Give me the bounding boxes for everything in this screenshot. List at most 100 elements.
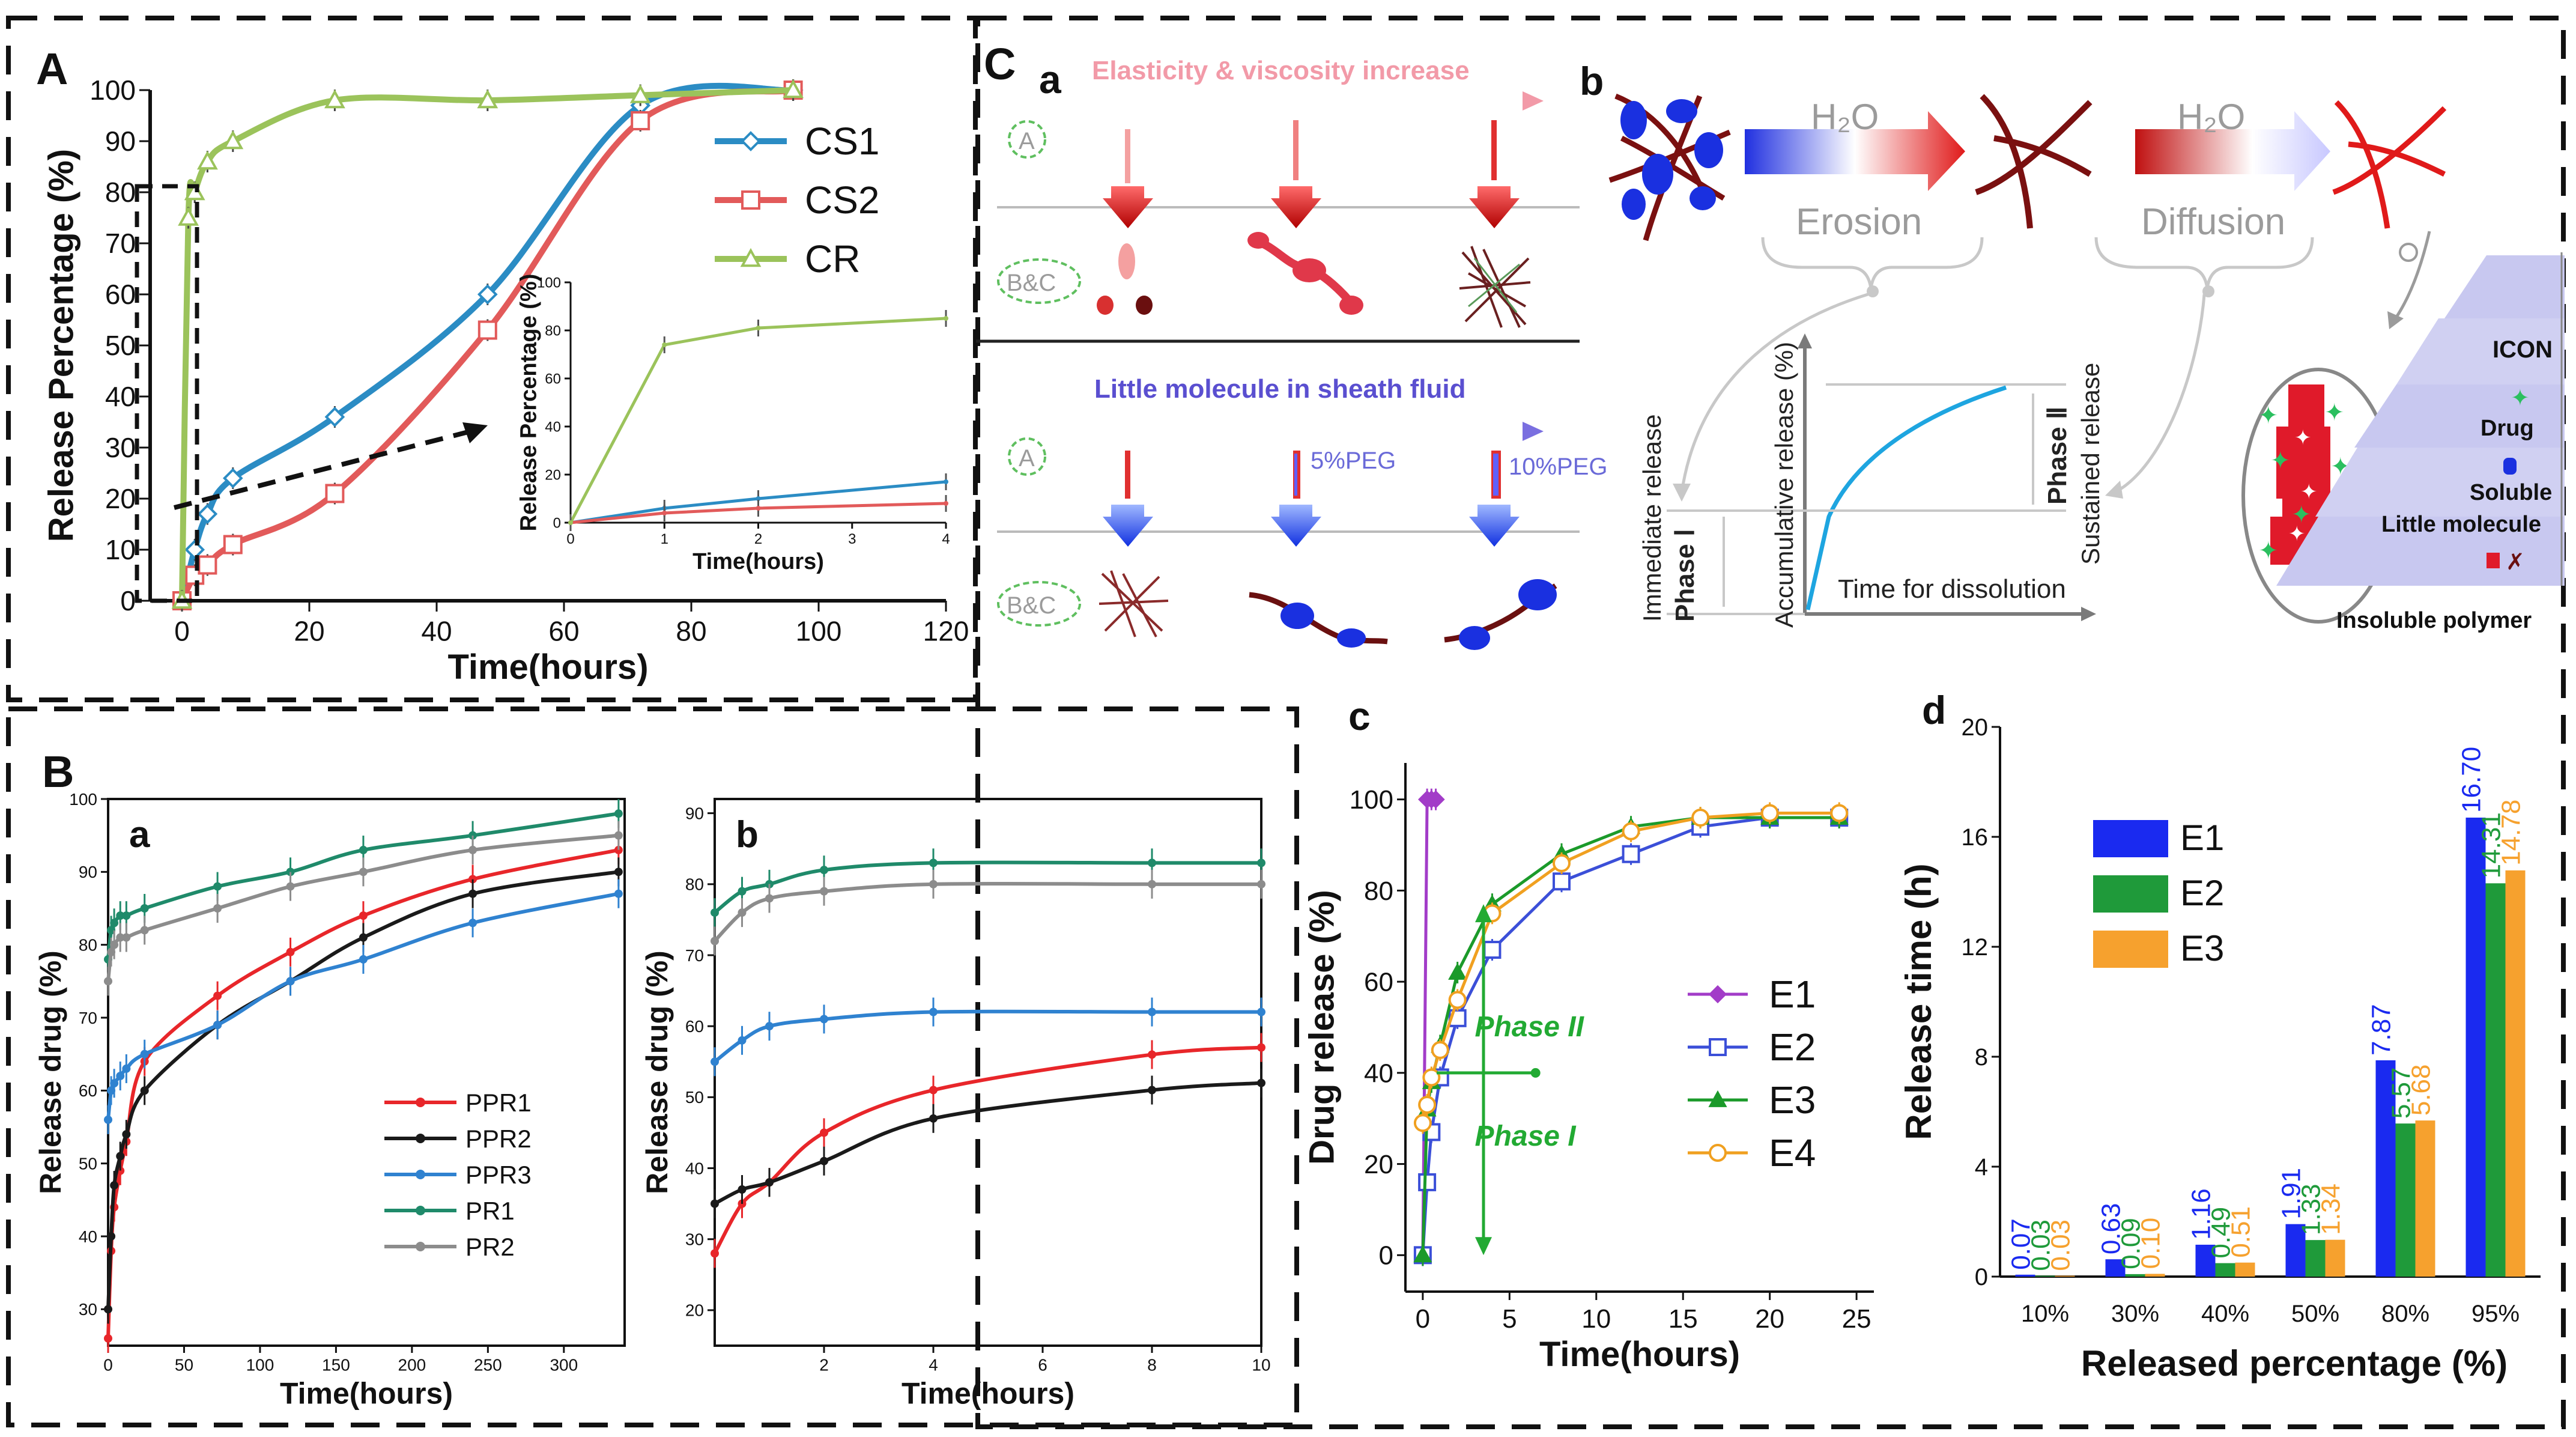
y-tick-label: 40 [79, 1227, 97, 1246]
chart-B-b: 2 4 6 8 10 20 30 40 50 60 70 80 90 Time(hours) Release… [640, 798, 1271, 1410]
data-point-PPR2 [765, 1178, 774, 1187]
bottom-row-products [1099, 570, 1557, 650]
x-axis-label: Time(hours) [902, 1376, 1074, 1410]
x-tick-label: 1 [661, 531, 668, 547]
legend-marker-PR2 [416, 1242, 425, 1251]
data-point-CR [197, 150, 218, 170]
sub-label-Cd: d [1922, 688, 1946, 732]
data-point-PPR1 [104, 1334, 112, 1343]
y-tick-label: 16 [1962, 824, 1989, 851]
data-point-PR1 [286, 867, 295, 876]
data-point-PPR1 [711, 1249, 719, 1258]
bar-E1 [2465, 817, 2486, 1277]
panel-label-B: B [42, 747, 74, 797]
data-point-PPR3 [122, 1064, 131, 1073]
bar-value-label: 5.68 [2406, 1064, 2435, 1116]
data-point-PPR1 [1257, 1043, 1265, 1052]
sub-label-Cb: b [1580, 59, 1604, 103]
legend-drug: Drug [2481, 416, 2534, 441]
bar-value-label: 7.87 [2366, 1004, 2396, 1056]
peg10-label: 10%PEG [1509, 454, 1608, 480]
data-point-E4 [1760, 804, 1779, 822]
bar-value-label: 14.31 [2476, 812, 2506, 878]
sub-label: b [736, 814, 759, 855]
diagram-Ca: Elasticity & viscosity increase Little m… [976, 56, 1608, 650]
data-point-PPR1 [359, 911, 368, 920]
chart-C-d: 0481216200.070.030.0310%0.630.090.1030%1… [1899, 714, 2541, 1384]
inset-point-CS1 [756, 496, 761, 501]
data-point-PR1 [1148, 858, 1156, 867]
y-axis-label: Release time (h) [1899, 863, 1939, 1140]
x-tick-label: 10 [1581, 1304, 1611, 1334]
y-tick-label: 0 [1379, 1241, 1393, 1271]
legend-swatch-E3 [2093, 931, 2168, 968]
phase2-label: Phase Ⅱ [2043, 406, 2072, 505]
data-point-CR [178, 207, 199, 226]
inset-point-CR [662, 342, 667, 347]
bar-value-label: 1.34 [2316, 1183, 2345, 1235]
zoom-indicator [135, 184, 199, 603]
bottom-row-arrows [1103, 451, 1520, 547]
x-tick-label: 4 [942, 531, 950, 547]
y-tick-label: 30 [105, 432, 136, 463]
inset-series-CR [569, 317, 947, 524]
svg-text:✦: ✦ [2270, 448, 2291, 474]
data-point-PPR3 [286, 977, 295, 986]
y-tick-label: 50 [105, 330, 136, 361]
legend-insoluble-icon [2487, 553, 2500, 568]
data-point-E4 [1448, 991, 1467, 1009]
data-point-E4 [1622, 822, 1640, 840]
bottom-arrow-label: Little molecule in sheath fluid [1094, 374, 1466, 404]
data-point-PR1 [711, 908, 719, 917]
legend-label-CS1: CS1 [805, 120, 880, 163]
data-point-PR2 [140, 926, 149, 935]
data-point-PPR3 [820, 1015, 828, 1024]
y-tick-label: 60 [105, 279, 136, 310]
data-point-PPR2 [711, 1199, 719, 1208]
bar-E2 [2305, 1240, 2326, 1277]
legend-marker-CS2 [741, 190, 760, 210]
data-point-PR2 [359, 867, 368, 876]
data-point-CR [477, 89, 499, 109]
x-axis-label: Time(hours) [692, 549, 824, 574]
legend-marker-E1 [1708, 985, 1727, 1004]
label-BC-bottom: B&C [1007, 592, 1056, 619]
time-dissolution-label: Time for dissolution [1838, 574, 2066, 604]
y-tick-label: 80 [79, 935, 97, 954]
zoom-arrow [174, 422, 488, 510]
legend-marker-CS1 [741, 131, 761, 151]
data-point-PR1 [110, 919, 119, 928]
y-tick-label: 20 [545, 467, 561, 483]
accum-label: Accumulative release (%) [1770, 342, 1798, 628]
data-point-PPR1 [820, 1128, 828, 1137]
y-tick-label: 80 [545, 323, 561, 339]
bar-E2 [2395, 1123, 2416, 1277]
y-tick-label: 4 [1975, 1154, 1988, 1180]
data-point-PPR2 [359, 933, 368, 942]
x-tick-label: 10 [1252, 1355, 1270, 1374]
diffusion-label: Diffusion [2141, 201, 2285, 243]
legend-marker-PPR3 [416, 1170, 425, 1179]
data-point-PPR2 [140, 1086, 149, 1095]
bar-value-label: 14.78 [2496, 800, 2526, 866]
legend-label-PR2: PR2 [465, 1233, 515, 1261]
y-tick-label: 0 [120, 585, 136, 616]
series-line-CS2 [179, 87, 794, 603]
data-point-E2 [1622, 845, 1640, 863]
y-tick-label: 80 [685, 875, 704, 894]
bar-value-label: 5.57 [2386, 1068, 2416, 1119]
data-point-PPR2 [738, 1185, 747, 1194]
data-point-CS1 [324, 407, 345, 427]
legend-label-E1: E1 [2180, 818, 2224, 858]
data-point-PPR3 [140, 1050, 149, 1059]
data-point-CS1 [477, 284, 498, 305]
data-point-PPR3 [1257, 1007, 1265, 1016]
data-point-PR2 [122, 933, 131, 942]
x-axis-label: Time(hours) [447, 648, 648, 687]
data-point-PR2 [820, 887, 828, 896]
data-point-PPR3 [738, 1036, 747, 1045]
phase-divider-dot [1530, 1068, 1541, 1078]
y-tick-label: 90 [105, 126, 136, 157]
y-tick-label: 20 [1364, 1150, 1393, 1179]
